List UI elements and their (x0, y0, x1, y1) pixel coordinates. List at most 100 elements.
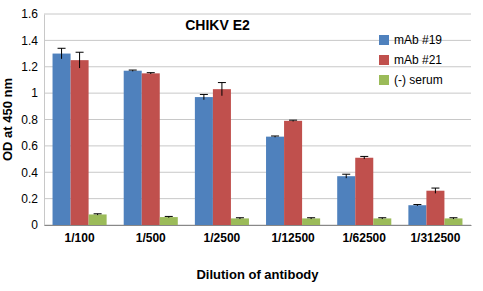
error-bar (289, 120, 297, 121)
error-bar (378, 218, 386, 219)
error-cap (236, 217, 244, 218)
error-stem (203, 94, 204, 99)
grid-line (44, 198, 471, 199)
x-tick-label: 1/312500 (410, 231, 460, 245)
error-cap (307, 217, 315, 218)
bar (124, 71, 142, 225)
x-tick: 1/500 (136, 225, 166, 245)
legend-swatch (379, 55, 389, 65)
x-tick: 1/62500 (343, 225, 387, 245)
series (89, 214, 463, 225)
y-tick: 0.2 (21, 192, 44, 206)
x-tick-label: 1/12500 (271, 231, 315, 245)
error-bar (236, 218, 244, 219)
bar (53, 54, 71, 225)
bar (373, 218, 391, 225)
y-tick-label: 1.4 (21, 34, 38, 48)
x-axis-line (45, 225, 472, 226)
bar (266, 137, 284, 225)
error-bar (431, 188, 439, 193)
bar (195, 97, 213, 225)
grid-line (44, 119, 471, 120)
error-cap (200, 94, 208, 95)
error-bar (94, 214, 102, 215)
error-bar (307, 218, 315, 219)
error-stem (346, 174, 347, 178)
error-bar (165, 216, 173, 217)
bar (142, 73, 160, 225)
series (71, 52, 445, 225)
error-cap (431, 188, 439, 189)
error-cap (342, 174, 350, 175)
x-tick: 1/12500 (271, 225, 315, 245)
x-tick-label: 1/100 (65, 231, 95, 245)
bar (426, 191, 444, 225)
y-axis-title: OD at 450 nm (0, 78, 15, 161)
bars (53, 48, 463, 225)
x-tick-label: 1/500 (136, 231, 166, 245)
grid-line (44, 145, 471, 146)
error-cap (147, 72, 155, 73)
grid-line (44, 14, 471, 15)
error-cap (76, 52, 84, 53)
bar (160, 217, 178, 225)
bar (355, 158, 373, 225)
error-stem (221, 83, 222, 96)
error-cap (378, 217, 386, 218)
error-cap (129, 70, 137, 71)
error-cap (94, 213, 102, 214)
y-tick-label: 1.2 (21, 60, 38, 74)
legend-swatch (379, 75, 389, 85)
y-axis: 00.20.40.60.811.21.41.6 (21, 7, 44, 232)
y-tick: 0.4 (21, 166, 44, 180)
error-bar (76, 52, 84, 68)
bar (231, 218, 249, 225)
grid-line (44, 172, 471, 173)
y-tick-label: 0.6 (21, 139, 38, 153)
error-stem (79, 52, 80, 68)
error-bar (129, 70, 137, 71)
y-tick: 1.2 (21, 60, 44, 74)
grid-line (44, 93, 471, 94)
error-stem (435, 188, 436, 193)
legend: mAb #19 mAb #21 (-) serum (379, 33, 443, 87)
legend-label: mAb #21 (394, 53, 442, 67)
y-tick: 0.6 (21, 139, 44, 153)
bar (71, 60, 89, 225)
legend-label: (-) serum (394, 73, 443, 87)
error-cap (58, 48, 66, 49)
plot: 00.20.40.60.811.21.41.61/1001/5001/25001… (21, 7, 471, 244)
error-stem (61, 48, 62, 59)
grid-line (44, 225, 471, 226)
y-tick-label: 0 (31, 218, 38, 232)
x-axis: 1/100 1/500 1/2500 1/12500 1/62500 1/312500 (45, 225, 472, 245)
title: CHIKV E2 (185, 17, 250, 33)
x-tick-label: 1/62500 (343, 231, 387, 245)
error-bar (147, 73, 155, 74)
error-bar (200, 94, 208, 99)
error-bar (271, 136, 279, 137)
y-tick-label: 0.2 (21, 192, 38, 206)
error-bar (413, 205, 421, 206)
error-bar (360, 156, 368, 159)
x-tick-label: 1/2500 (204, 231, 241, 245)
legend-swatch (379, 35, 389, 45)
error-bar (342, 174, 350, 178)
error-bar (218, 83, 226, 96)
x-tick: 1/312500 (410, 225, 460, 245)
error-bar (449, 218, 457, 219)
grid (44, 14, 471, 225)
x-axis-title: Dilution of antibody (196, 267, 319, 282)
y-tick-label: 0.4 (21, 166, 38, 180)
y-tick: 1 (31, 86, 44, 100)
legend-item: mAb #21 (379, 53, 442, 67)
y-tick: 1.4 (21, 34, 44, 48)
legend-item: mAb #19 (379, 33, 442, 47)
bar (444, 218, 462, 225)
y-tick: 0 (31, 218, 44, 232)
y-tick: 0.8 (21, 113, 44, 127)
error-cap (449, 217, 457, 218)
bar (337, 176, 355, 225)
bar (213, 89, 231, 225)
chart: 00.20.40.60.811.21.41.61/1001/5001/25001… (0, 0, 483, 291)
